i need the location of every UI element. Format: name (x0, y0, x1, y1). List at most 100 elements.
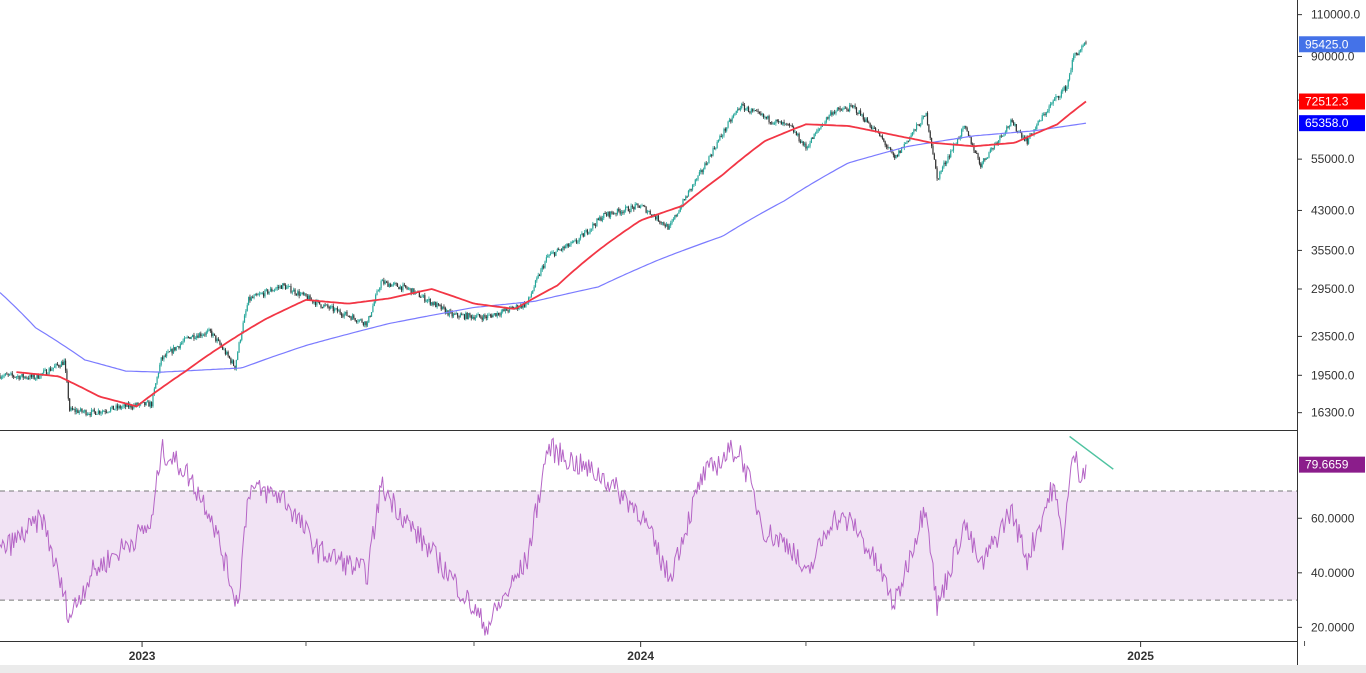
candle-body (473, 316, 475, 320)
candle-body (885, 145, 888, 147)
candle-body (88, 414, 90, 415)
candle-body (336, 308, 339, 312)
candle-body (325, 304, 328, 306)
candle-body (722, 135, 724, 137)
slow-ma-value-tag-text: 65358.0 (1305, 116, 1349, 130)
candle-body (746, 107, 748, 109)
candle-body (153, 388, 155, 395)
candle-body (194, 338, 196, 339)
candle-body (222, 346, 224, 350)
rsi-pane[interactable] (0, 435, 1297, 636)
candle-body (159, 364, 161, 374)
candle-body (984, 158, 986, 160)
candle-body (629, 211, 631, 213)
bottom-scrollbar[interactable] (0, 665, 1366, 673)
candle-body (814, 133, 817, 135)
candle-body (551, 252, 553, 254)
candle-body (349, 316, 351, 317)
candle-body (926, 112, 929, 125)
candle-body (704, 163, 706, 170)
candle-body (1049, 104, 1052, 107)
candle-body (380, 281, 382, 289)
candle-body (799, 140, 802, 143)
candle-body (489, 314, 491, 316)
candle-body (523, 303, 526, 307)
candle-body (30, 374, 33, 378)
candle-body (7, 374, 9, 376)
candle-body (607, 211, 609, 216)
candle-body (1011, 119, 1013, 122)
candle-body (726, 127, 728, 131)
candle-body (387, 281, 389, 287)
candle-body (63, 360, 65, 366)
candle-body (179, 344, 181, 348)
candle-body (11, 373, 13, 376)
candle-body (342, 315, 344, 317)
candle-body (129, 404, 131, 408)
candle-body (193, 334, 195, 339)
candle-body (769, 122, 772, 123)
candle-body (323, 304, 325, 308)
candle-body (521, 304, 523, 308)
candle-body (213, 333, 216, 336)
candle-body (1014, 124, 1016, 126)
candle-body (995, 142, 997, 145)
candle-body (1002, 135, 1004, 137)
rsi-line (0, 437, 1087, 636)
candle-body (1068, 74, 1071, 80)
candle-body (15, 376, 17, 378)
slow-ma-value-tag-bg (1299, 115, 1365, 132)
candle-body (829, 112, 832, 116)
candle-body (663, 222, 665, 225)
candle-body (670, 223, 672, 226)
price-pane[interactable] (0, 40, 1087, 418)
candle-body (428, 298, 430, 301)
candle-body (719, 136, 721, 140)
candle-body (686, 196, 688, 198)
candle-body (806, 146, 808, 149)
candle-body (170, 348, 172, 352)
candle-body (26, 378, 28, 379)
candle-body (690, 188, 692, 190)
candle-body (48, 368, 50, 374)
candle-body (844, 107, 847, 109)
candle-body (185, 337, 187, 339)
candle-body (534, 280, 537, 288)
candle-body (713, 148, 716, 150)
candle-body (608, 211, 610, 217)
candle-body (977, 153, 979, 159)
candle-body (92, 409, 94, 411)
candle-body (634, 204, 636, 210)
candle-body (155, 383, 157, 389)
rsi-trendline[interactable] (1069, 435, 1114, 470)
candle-body (269, 288, 272, 292)
candle-body (186, 337, 188, 338)
candle-body (376, 290, 378, 296)
candle-body (350, 316, 352, 320)
candle-body (813, 133, 815, 140)
candle-body (52, 367, 54, 370)
candle-body (536, 277, 538, 281)
candle-body (192, 334, 194, 338)
candle-body (838, 108, 840, 110)
candle-body (503, 309, 505, 311)
candle-body (970, 137, 972, 145)
candle-body (642, 205, 644, 207)
last-price-tag-bg (1299, 36, 1365, 53)
candle-body (462, 314, 464, 316)
candle-body (728, 119, 731, 122)
rsi-tick-label: 60.0000 (1311, 511, 1355, 525)
candle-body (974, 150, 976, 154)
candle-body (883, 138, 885, 142)
candle-body (178, 346, 180, 348)
candle-body (660, 222, 662, 224)
candle-body (8, 373, 11, 375)
candle-body (469, 313, 471, 316)
candle-body (366, 322, 369, 326)
candle-body (573, 240, 575, 242)
candle-body (301, 292, 303, 294)
candle-body (943, 162, 945, 168)
candle-body (828, 115, 830, 119)
candle-body (872, 127, 874, 129)
